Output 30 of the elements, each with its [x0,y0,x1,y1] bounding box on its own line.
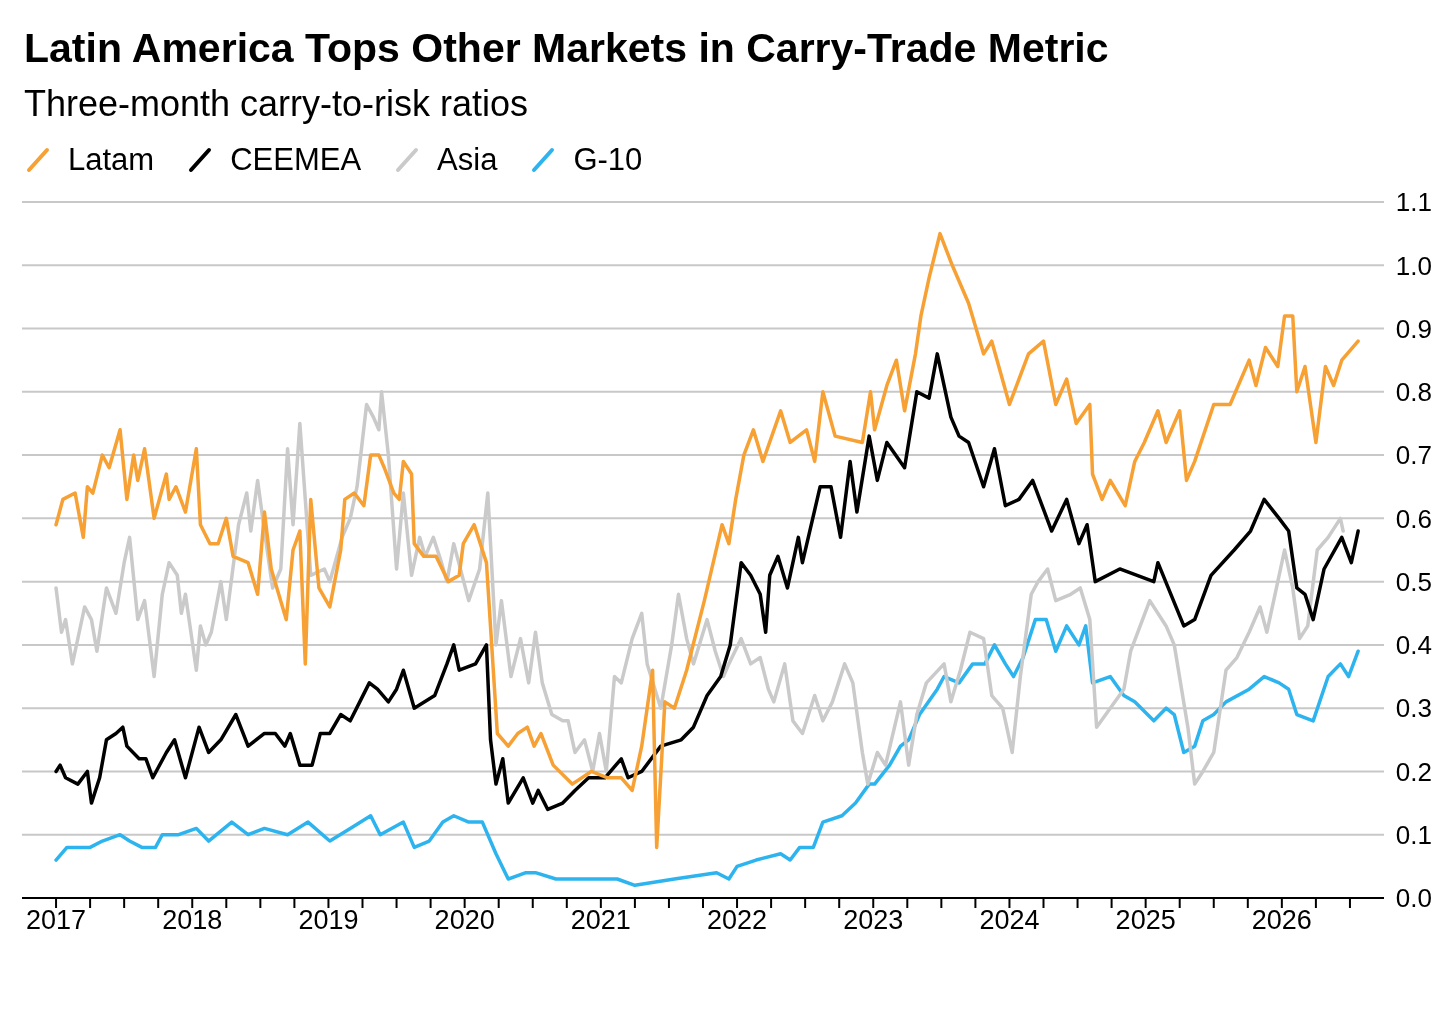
y-tick-label: 0.9 [1395,313,1432,344]
legend-label: G-10 [573,142,643,178]
x-tick-label: 2022 [707,905,768,936]
line-series [54,231,1360,850]
x-tick-label: 2017 [26,905,87,936]
y-tick-label: 0.1 [1395,819,1432,850]
y-tick-label: 0.7 [1395,440,1432,471]
y-tick-label: 0.2 [1395,756,1432,787]
legend-label: CEEMEA [230,142,362,178]
y-tick-label: 0.6 [1395,503,1432,534]
x-tick-label: 2023 [843,905,904,936]
chart-subtitle: Three-month carry-to-risk ratios [23,82,530,126]
y-tick-label: 0.3 [1395,693,1432,724]
y-tick-label: 1.1 [1395,187,1432,218]
y-tick-label: 0.0 [1395,883,1432,914]
line-series [54,617,1360,888]
y-tick-label: 0.4 [1395,630,1432,661]
y-tick-label: 0.5 [1395,566,1432,597]
x-tick-label: 2025 [1115,905,1176,936]
x-tick-label: 2019 [298,905,359,936]
x-tick-label: 2021 [570,905,631,936]
x-tick-label: 2020 [434,905,495,936]
x-tick-label: 2018 [162,905,223,936]
legend-label: Latam [68,142,155,178]
legend-label: Asia [437,142,498,178]
y-tick-label: 1.0 [1395,250,1432,281]
y-tick-label: 0.8 [1395,377,1432,408]
chart-title: Latin America Tops Other Markets in Carry-Trade Metric [23,24,1110,73]
x-tick-label: 2026 [1251,905,1312,936]
x-tick-label: 2024 [979,905,1040,936]
